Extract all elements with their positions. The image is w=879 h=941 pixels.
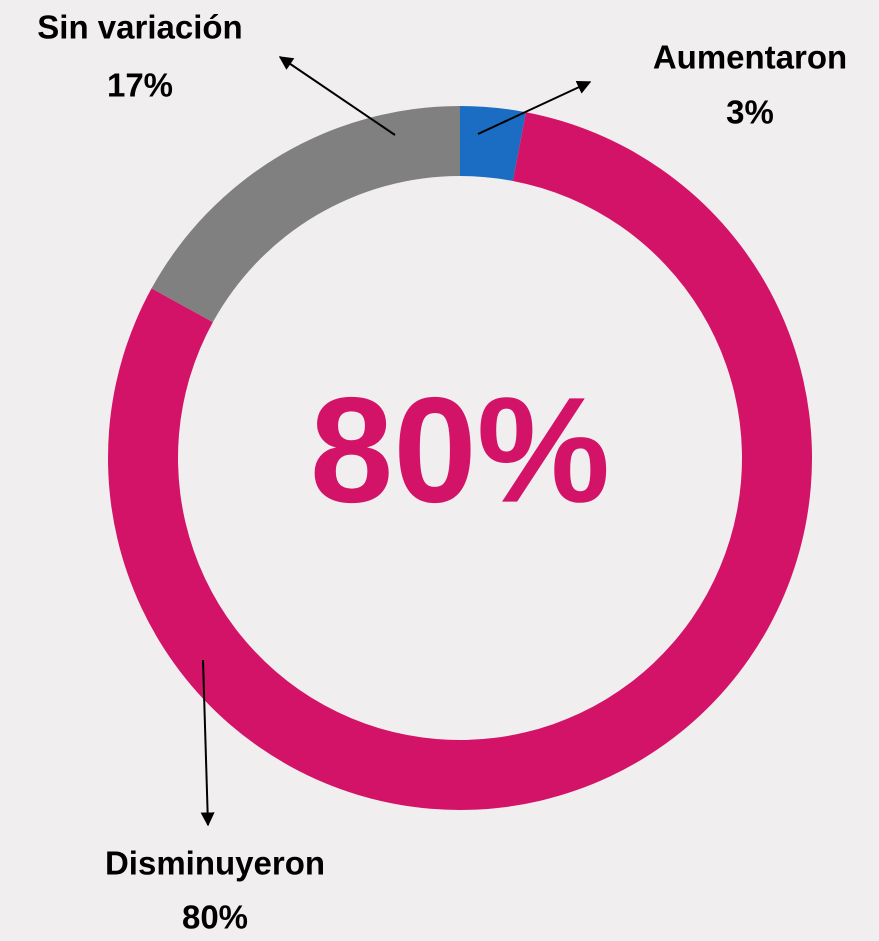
donut-segment xyxy=(460,106,526,181)
category-label: Aumentaron xyxy=(653,39,847,76)
leader-arrow xyxy=(477,80,592,135)
category-label: Sin variación xyxy=(37,9,242,46)
value-label: 3% xyxy=(726,94,774,131)
donut xyxy=(108,106,813,811)
value-label: 80% xyxy=(182,899,248,936)
leader-arrow xyxy=(200,659,215,827)
value-label: 17% xyxy=(107,67,173,104)
donut-segment xyxy=(151,106,461,323)
center-label: 80% xyxy=(310,366,610,534)
category-label: Disminuyeron xyxy=(105,845,325,882)
leader-arrow xyxy=(278,56,396,136)
